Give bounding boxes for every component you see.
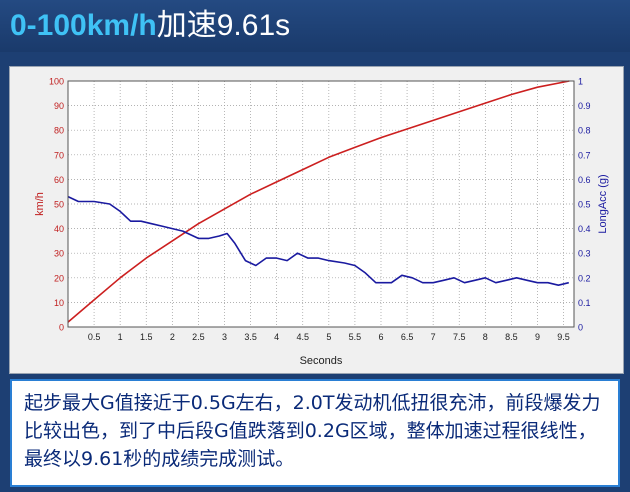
caption-box: 起步最大G值接近于0.5G左右，2.0T发动机低扭很充沛，前段爆发力比较出色，到… bbox=[10, 379, 620, 487]
y2-tick-label: 1 bbox=[578, 77, 583, 87]
x-tick-label: 6.5 bbox=[401, 332, 414, 342]
x-tick-label: 9.5 bbox=[557, 332, 570, 342]
x-tick-label: 5.5 bbox=[349, 332, 362, 342]
y2-tick-label: 0.3 bbox=[578, 249, 591, 259]
x-tick-label: 8.5 bbox=[505, 332, 518, 342]
y-tick-label: 70 bbox=[54, 150, 64, 160]
x-tick-label: 2 bbox=[170, 332, 175, 342]
title-rest: 加速9.61s bbox=[156, 9, 291, 42]
y2-tick-label: 0.8 bbox=[578, 126, 591, 136]
y2-tick-label: 0.6 bbox=[578, 175, 591, 185]
x-tick-label: 1 bbox=[118, 332, 123, 342]
x-tick-label: 3 bbox=[222, 332, 227, 342]
y2-axis-label: LongAcc (g) bbox=[597, 174, 609, 233]
page-title: 0-100km/h加速9.61s bbox=[10, 7, 290, 45]
y2-tick-label: 0.5 bbox=[578, 200, 591, 210]
x-tick-label: 1.5 bbox=[140, 332, 153, 342]
speed-series-line bbox=[67, 80, 570, 323]
y-tick-label: 60 bbox=[54, 175, 64, 185]
tick-labels: 0 10 20 30 40 50 60 70 80 90 100 0 0.1 0.2 0.3 0.4 0.5 0.… bbox=[49, 77, 591, 343]
x-axis-label: Seconds bbox=[300, 355, 343, 367]
y-tick-label: 0 bbox=[59, 323, 64, 333]
x-tick-label: 7 bbox=[431, 332, 436, 342]
title-bar: 0-100km/h加速9.61s bbox=[0, 0, 630, 52]
y2-tick-label: 0 bbox=[578, 323, 583, 333]
y-tick-label: 50 bbox=[54, 200, 64, 210]
acceleration-series-line bbox=[67, 195, 569, 286]
y2-tick-label: 0.9 bbox=[578, 101, 591, 111]
x-tick-label: 4 bbox=[274, 332, 279, 342]
x-tick-label: 8 bbox=[483, 332, 488, 342]
acceleration-chart: 0 10 20 30 40 50 60 70 80 90 100 0 0.1 0.2 0.3 0.4 0.5 0.… bbox=[34, 77, 609, 368]
x-tick-label: 9 bbox=[535, 332, 540, 342]
y2-tick-label: 0.4 bbox=[578, 224, 591, 234]
chart-panel: 0 10 20 30 40 50 60 70 80 90 100 0 0.1 0.2 0.3 0.4 0.5 0.… bbox=[9, 66, 624, 374]
x-tick-label: 6 bbox=[378, 332, 383, 342]
y-tick-label: 100 bbox=[49, 77, 64, 87]
x-tick-label: 3.5 bbox=[244, 332, 257, 342]
y-tick-label: 90 bbox=[54, 101, 64, 111]
y-tick-label: 30 bbox=[54, 249, 64, 259]
y-axis-label: km/h bbox=[34, 192, 46, 216]
y2-tick-label: 0.7 bbox=[578, 150, 591, 160]
x-tick-label: 2.5 bbox=[192, 332, 205, 342]
x-tick-label: 5 bbox=[326, 332, 331, 342]
y2-tick-label: 0.2 bbox=[578, 273, 591, 283]
title-accent: 0-100km/h bbox=[10, 9, 157, 42]
x-tick-label: 7.5 bbox=[453, 332, 466, 342]
plot-frame bbox=[67, 80, 575, 328]
x-tick-label: 0.5 bbox=[88, 332, 101, 342]
caption-text: 起步最大G值接近于0.5G左右，2.0T发动机低扭很充沛，前段爆发力比较出色，到… bbox=[24, 392, 601, 470]
y-tick-label: 40 bbox=[54, 224, 64, 234]
y2-tick-label: 0.1 bbox=[578, 298, 591, 308]
y-tick-label: 10 bbox=[54, 298, 64, 308]
x-tick-label: 4.5 bbox=[296, 332, 309, 342]
series bbox=[67, 80, 570, 323]
y-tick-label: 20 bbox=[54, 273, 64, 283]
y-tick-label: 80 bbox=[54, 126, 64, 136]
